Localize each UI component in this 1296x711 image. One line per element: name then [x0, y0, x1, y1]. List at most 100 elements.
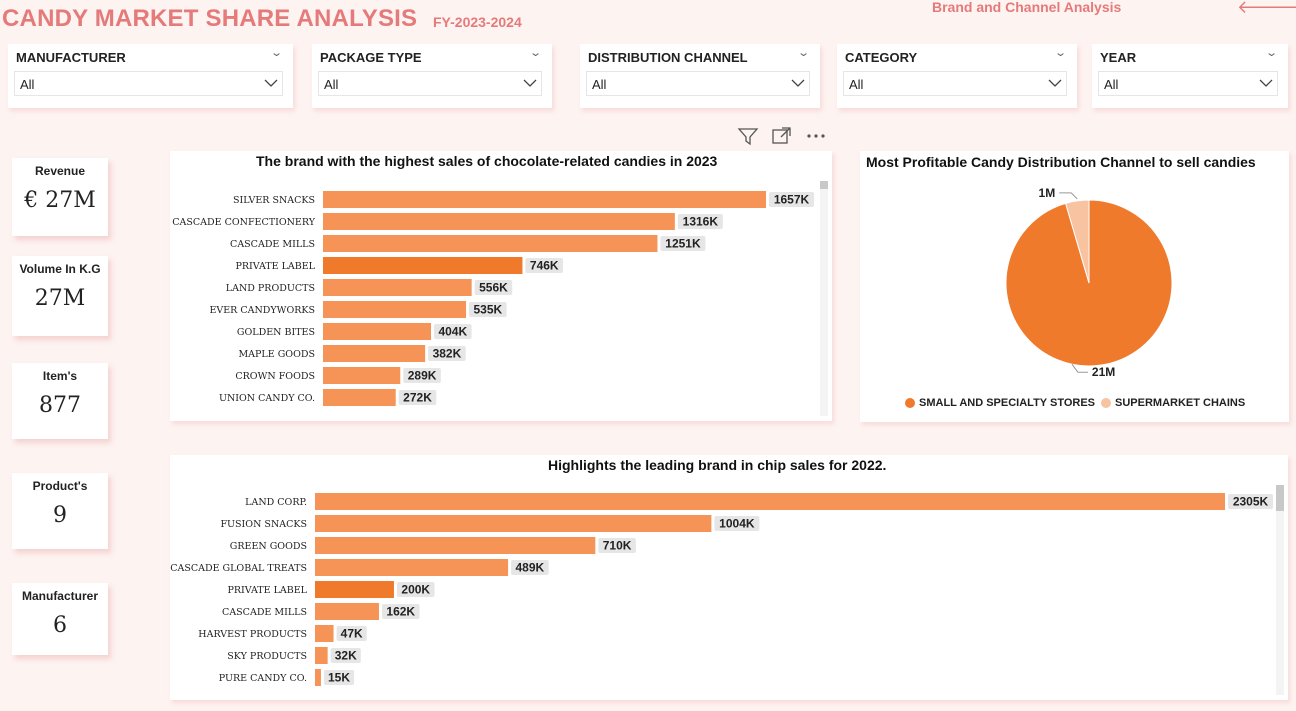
- bar-sky-products[interactable]: [315, 647, 328, 664]
- scrollbar[interactable]: [820, 181, 828, 416]
- legend-dot-small-specialty: [905, 398, 915, 408]
- scrollbar-thumb[interactable]: [1276, 485, 1284, 511]
- chart-title: Most Profitable Candy Distribution Chann…: [866, 154, 1256, 170]
- data-label-bg: [598, 538, 636, 553]
- bar-ever-candyworks[interactable]: [323, 301, 467, 318]
- scrollbar[interactable]: [1276, 485, 1284, 695]
- data-label-bg: [474, 280, 513, 295]
- data-label-bg: [403, 368, 441, 383]
- bar-golden-bites[interactable]: [323, 323, 432, 340]
- bar-private-label[interactable]: [315, 581, 394, 598]
- category-label-green-goods: GREEN GOODS: [230, 541, 307, 552]
- bar-land-products[interactable]: [323, 279, 472, 296]
- category-label-cascade-mills: CASCADE MILLS: [222, 607, 307, 618]
- bar-land-corp[interactable]: [315, 493, 1225, 510]
- slicer-category: CATEGORY ⌄ All: [837, 44, 1077, 108]
- year-dropdown[interactable]: All: [1098, 71, 1278, 96]
- kpi-value: 877: [39, 393, 81, 418]
- category-label-pure-candy-co: PURE CANDY CO.: [219, 673, 307, 684]
- page-name: Brand and Channel Analysis: [932, 0, 1122, 15]
- category-label-harvest-products: HARVEST PRODUCTS: [198, 629, 307, 640]
- chevron-down-icon: [1259, 79, 1273, 87]
- data-label-bg: [396, 582, 435, 597]
- bar-cascade-confectionery[interactable]: [323, 213, 675, 230]
- category-label-private-label: PRIVATE LABEL: [235, 261, 315, 272]
- data-label-bg: [511, 560, 549, 575]
- bar-pure-candy-co[interactable]: [315, 669, 321, 686]
- bar-chart-chip-brands: LAND CORP. 2305K FUSION SNACKS 1004K GREEN G…: [170, 493, 1273, 686]
- manufacturer-dropdown[interactable]: All: [14, 71, 283, 96]
- pie-chart-distribution-channel: 1M 21M: [1005, 186, 1173, 379]
- category-label-ever-candyworks: EVER CANDYWORKS: [209, 305, 315, 316]
- data-label-maple-goods: 382K: [433, 347, 462, 361]
- data-label-bg: [525, 258, 564, 273]
- dropdown-value: All: [592, 77, 607, 92]
- more-options-icon[interactable]: [802, 124, 830, 148]
- report-subtitle: FY-2023-2024: [433, 14, 522, 30]
- data-label-silver-snacks: 1657K: [774, 193, 810, 207]
- bar-green-goods[interactable]: [315, 537, 596, 554]
- dropdown-value: All: [849, 77, 864, 92]
- filter-icon[interactable]: [734, 124, 762, 148]
- chevron-down-icon: [523, 79, 537, 87]
- kpi-value: 9: [53, 503, 67, 528]
- legend-label: SUPERMARKET CHAINS: [1115, 397, 1246, 409]
- kpi-card-revenue: Revenue € 27M: [12, 158, 108, 236]
- pie-label-small-and-specialty-stores: 21M: [1092, 365, 1115, 379]
- chevron-down-icon[interactable]: ⌄: [269, 47, 283, 59]
- bar-cascade-global-treats[interactable]: [315, 559, 509, 576]
- slicer-year: YEAR ⌄ All: [1092, 44, 1288, 108]
- distribution-channel-dropdown[interactable]: All: [586, 71, 810, 96]
- chevron-down-icon: [264, 79, 278, 87]
- category-dropdown[interactable]: All: [843, 71, 1067, 96]
- bar-harvest-products[interactable]: [315, 625, 334, 642]
- category-label-land-products: LAND PRODUCTS: [226, 283, 315, 294]
- data-label-union-candy-co: 272K: [403, 391, 432, 405]
- focus-mode-icon[interactable]: [768, 124, 796, 148]
- dropdown-value: All: [1104, 77, 1119, 92]
- bar-fusion-snacks[interactable]: [315, 515, 712, 532]
- data-label-ever-candyworks: 535K: [473, 303, 502, 317]
- pie-slice-supermarket-chains[interactable]: [1064, 199, 1090, 284]
- slicer-label: DISTRIBUTION CHANNEL: [588, 50, 748, 65]
- bar-union-candy-co[interactable]: [323, 389, 396, 406]
- slicer-label: YEAR: [1100, 50, 1137, 65]
- chart-panel-chocolate-brands: The brand with the highest sales of choc…: [170, 151, 832, 421]
- bar-chart-chocolate-brands: SILVER SNACKS 1657K CASCADE CONFECTIONERY 1…: [172, 191, 814, 406]
- data-label-bg: [434, 324, 472, 339]
- legend-label: SMALL AND SPECIALTY STORES: [919, 397, 1096, 409]
- chevron-down-icon[interactable]: ⌄: [528, 47, 542, 59]
- chevron-down-icon[interactable]: ⌄: [1264, 47, 1278, 59]
- kpi-card-items: Item's 877: [12, 363, 108, 439]
- dropdown-value: All: [324, 77, 339, 92]
- data-label-land-corp: 2305K: [1233, 495, 1269, 509]
- bar-maple-goods[interactable]: [323, 345, 426, 362]
- leader-line: [1071, 363, 1088, 373]
- category-label-sky-products: SKY PRODUCTS: [227, 651, 307, 662]
- data-label-bg: [714, 516, 760, 531]
- chevron-down-icon[interactable]: ⌄: [1053, 47, 1067, 59]
- package-type-dropdown[interactable]: All: [318, 71, 542, 96]
- kpi-card-products: Product's 9: [12, 473, 108, 549]
- chevron-down-icon: [791, 79, 805, 87]
- scrollbar-thumb[interactable]: [820, 181, 828, 189]
- back-arrow-icon[interactable]: 🡐: [1237, 0, 1286, 17]
- kpi-label: Volume In K.G: [19, 262, 101, 276]
- data-label-fusion-snacks: 1004K: [719, 517, 755, 531]
- chart-title: Highlights the leading brand in chip sal…: [548, 457, 887, 473]
- forward-arrow-icon[interactable]: 🡒: [1277, 0, 1296, 18]
- bar-cascade-mills[interactable]: [323, 235, 658, 252]
- category-label-crown-foods: CROWN FOODS: [235, 371, 315, 382]
- chart-panel-chip-brands: Highlights the leading brand in chip sal…: [170, 455, 1288, 700]
- bar-crown-foods[interactable]: [323, 367, 401, 384]
- bar-private-label[interactable]: [323, 257, 523, 274]
- bar-cascade-mills[interactable]: [315, 603, 379, 620]
- bar-silver-snacks[interactable]: [323, 191, 766, 208]
- slicer-manufacturer: MANUFACTURER ⌄ All: [8, 44, 293, 108]
- category-label-fusion-snacks: FUSION SNACKS: [220, 519, 307, 530]
- kpi-card-manufacturer: Manufacturer 6: [12, 583, 108, 655]
- chevron-down-icon[interactable]: ⌄: [796, 47, 810, 59]
- data-label-bg: [398, 390, 437, 405]
- data-label-bg: [660, 236, 706, 251]
- category-label-private-label: PRIVATE LABEL: [227, 585, 307, 596]
